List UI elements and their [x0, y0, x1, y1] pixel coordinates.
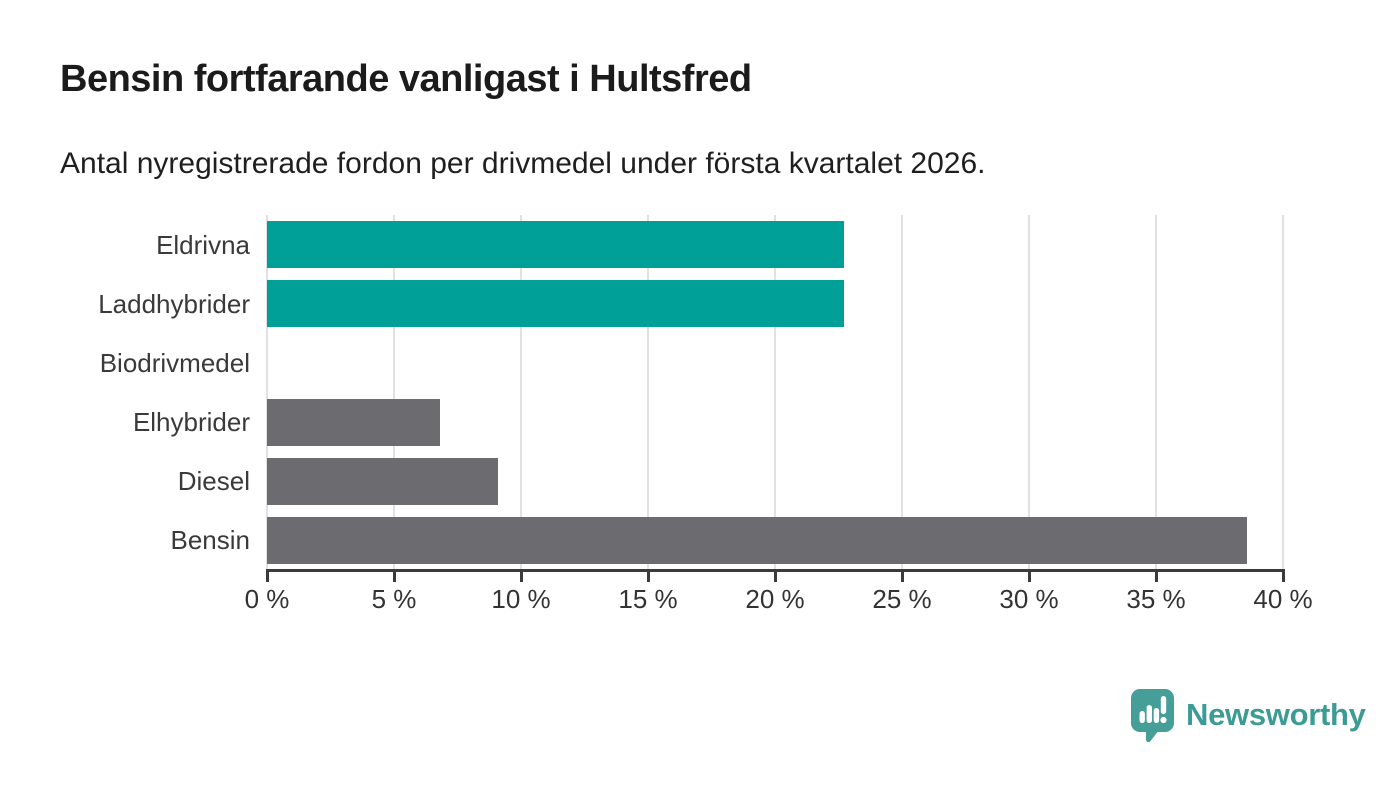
bar-eldrivna [267, 221, 844, 269]
bar-row-biodrivmedel [267, 339, 1283, 386]
x-tick-label-40pct: 40 % [1253, 584, 1313, 614]
gridline-20pct [774, 215, 776, 570]
newsworthy-wordmark: Newsworthy [1186, 697, 1366, 732]
bar-bensin [267, 516, 1248, 564]
category-label-laddhybrider: Laddhybrider [98, 288, 250, 319]
gridline-40pct [1282, 215, 1284, 570]
bar-row-bensin [267, 516, 1283, 564]
gridline-25pct [901, 215, 903, 570]
bar-row-eldrivna [267, 221, 1283, 269]
x-tick-label-20pct: 20 % [745, 584, 805, 614]
x-tick-label-25pct: 25 % [872, 584, 932, 614]
gridline-0pct [266, 215, 268, 570]
x-tick-5pct [393, 569, 396, 582]
gridline-10pct [520, 215, 522, 570]
x-tick-label-5pct: 5 % [371, 584, 417, 614]
x-tick-label-30pct: 30 % [999, 584, 1059, 614]
x-tick-35pct [1155, 569, 1158, 582]
x-tick-label-0pct: 0 % [244, 584, 290, 614]
bar-row-elhybrider [267, 398, 1283, 446]
gridline-15pct [647, 215, 649, 570]
chart-subtitle: Antal nyregistrerade fordon per drivmede… [60, 147, 986, 180]
category-label-biodrivmedel: Biodrivmedel [99, 347, 250, 378]
gridline-30pct [1028, 215, 1030, 570]
bar-row-laddhybrider [267, 280, 1283, 328]
x-tick-30pct [1028, 569, 1031, 582]
x-tick-15pct [647, 569, 650, 582]
plot-area [266, 215, 1284, 570]
x-tick-40pct [1282, 569, 1285, 582]
bar-laddhybrider [267, 280, 844, 328]
x-tick-label-35pct: 35 % [1126, 584, 1186, 614]
x-tick-0pct [266, 569, 269, 582]
gridline-5pct [393, 215, 395, 570]
bar-elhybrider [267, 398, 440, 446]
chart-title: Bensin fortfarande vanligast i Hultsfred [60, 58, 752, 100]
bar-row-diesel [267, 457, 1283, 505]
category-label-elhybrider: Elhybrider [132, 407, 250, 438]
newsworthy-icon [1131, 688, 1174, 742]
x-tick-10pct [520, 569, 523, 582]
category-label-diesel: Diesel [177, 466, 250, 497]
category-axis-labels: Eldrivna Laddhybrider Biodrivmedel Elhybrid… [0, 215, 252, 570]
category-label-bensin: Bensin [170, 525, 251, 556]
x-tick-25pct [901, 569, 904, 582]
x-tick-label-15pct: 15 % [618, 584, 678, 614]
gridline-35pct [1155, 215, 1157, 570]
bar-diesel [267, 457, 499, 505]
x-tick-label-10pct: 10 % [491, 584, 551, 614]
category-label-eldrivna: Eldrivna [156, 229, 250, 260]
newsworthy-logo: Newsworthy [1130, 686, 1366, 744]
x-tick-20pct [774, 569, 777, 582]
